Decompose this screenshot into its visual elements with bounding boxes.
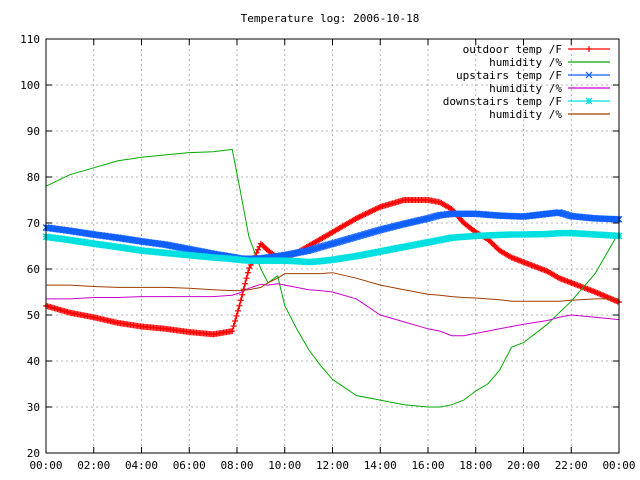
series-line	[45, 148, 620, 408]
marker-stroke	[585, 71, 593, 79]
marker-stroke	[612, 215, 620, 223]
data-point	[234, 307, 241, 314]
y-tick-label: 30	[27, 401, 40, 414]
legend-label: outdoor temp /F	[463, 43, 562, 56]
series-group	[42, 148, 623, 408]
data-point	[255, 246, 262, 253]
grid-lines	[46, 39, 619, 453]
marker-stroke	[559, 210, 567, 218]
data-point	[243, 275, 250, 282]
series-5	[42, 229, 623, 266]
chart-title: Temperature log: 2006-10-18	[241, 12, 420, 25]
x-tick-label: 00:00	[29, 459, 62, 472]
x-tick-label: 00:00	[602, 459, 635, 472]
legend-label: humidity /%	[489, 82, 562, 95]
x-tick-label: 14:00	[364, 459, 397, 472]
data-point	[239, 291, 246, 298]
data-point	[236, 302, 243, 309]
x-tick-label: 02:00	[77, 459, 110, 472]
data-point	[242, 280, 249, 287]
x-tick-label: 06:00	[173, 459, 206, 472]
marker-stroke	[614, 215, 621, 223]
legend-label: humidity /%	[489, 108, 562, 121]
y-tick-label: 100	[20, 79, 40, 92]
data-point	[244, 269, 251, 276]
marker-stroke	[585, 97, 593, 105]
data-point	[246, 264, 253, 271]
x-tick-label: 04:00	[125, 459, 158, 472]
x-tick-label: 20:00	[507, 459, 540, 472]
data-point	[230, 323, 237, 330]
data-point	[233, 312, 240, 319]
x-tick-label: 08:00	[220, 459, 253, 472]
series-6	[46, 272, 619, 302]
y-tick-label: 80	[27, 171, 40, 184]
series-line	[46, 272, 619, 302]
data-point	[229, 328, 236, 335]
x-tick-label: 16:00	[411, 459, 444, 472]
legend-label: humidity /%	[489, 56, 562, 69]
series-2	[45, 148, 620, 408]
y-tick-label: 50	[27, 309, 40, 322]
marker-stroke	[564, 211, 571, 219]
legend-label: upstairs temp /F	[456, 69, 562, 82]
series-4	[46, 283, 620, 337]
legend-label: downstairs temp /F	[443, 95, 562, 108]
data-point	[232, 317, 239, 324]
y-tick-label: 70	[27, 217, 40, 230]
x-tick-label: 12:00	[316, 459, 349, 472]
x-tick-label: 22:00	[555, 459, 588, 472]
marker-stroke	[562, 211, 570, 218]
data-point	[612, 215, 620, 223]
marker-stroke	[561, 210, 568, 218]
y-tick-label: 60	[27, 263, 40, 276]
x-tick-label: 18:00	[459, 459, 492, 472]
data-point	[237, 297, 244, 304]
marker-stroke	[558, 209, 566, 217]
y-tick-label: 110	[20, 33, 40, 46]
series-1	[43, 197, 622, 338]
legend-marker	[585, 97, 593, 105]
y-tick-label: 20	[27, 447, 40, 460]
axis-ticks: 20 30 40 50 60 70 80 90 100 110 00:00 02:00 04:00 06:…	[20, 33, 635, 472]
y-tick-label: 40	[27, 355, 40, 368]
marker-stroke	[556, 209, 564, 217]
series-line	[46, 283, 620, 337]
x-tick-label: 10:00	[268, 459, 301, 472]
legend-marker	[586, 46, 592, 52]
legend-marker	[585, 71, 593, 79]
data-point	[614, 215, 621, 223]
y-tick-label: 90	[27, 125, 40, 138]
